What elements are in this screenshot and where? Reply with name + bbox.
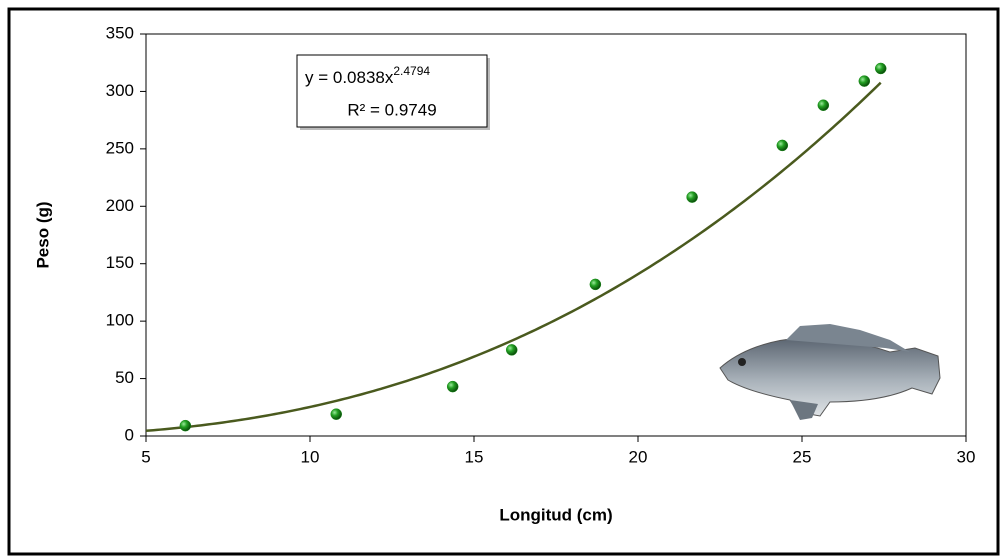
data-point: [446, 380, 459, 393]
x-tick-label: 5: [141, 447, 150, 466]
r-squared: R² = 0.9749: [347, 100, 436, 119]
data-point: [874, 62, 887, 75]
plot-area: [145, 33, 967, 437]
x-tick-label: 15: [465, 447, 484, 466]
x-axis-title: Longitud (cm): [499, 505, 612, 524]
data-point: [589, 278, 602, 291]
x-tick-label: 25: [793, 447, 812, 466]
data-point: [817, 99, 830, 111]
data-point: [179, 419, 192, 432]
equation-border: [296, 54, 488, 128]
fish-picture: [719, 324, 941, 420]
y-tick-label: 150: [106, 253, 134, 272]
frame: [7, 7, 1000, 556]
data-point: [330, 408, 342, 420]
x-tick-label: 10: [301, 447, 320, 466]
y-tick-label: 0: [125, 425, 134, 444]
equation-box: y = 0.0838x2.4794 R² = 0.9749: [296, 54, 490, 130]
y-tick-label: 50: [115, 368, 134, 387]
y-tick-label: 350: [106, 23, 134, 42]
y-axis-title: Peso (g): [33, 201, 52, 268]
y-tick-label: 250: [106, 138, 134, 157]
data-point: [505, 344, 518, 356]
y-tick-label: 100: [106, 311, 134, 330]
data-point: [858, 75, 871, 87]
equation-text: y = 0.0838x2.4794: [305, 64, 430, 87]
data-point: [776, 139, 789, 152]
x-tick-label: 20: [629, 447, 648, 466]
x-tick-label: 30: [957, 447, 976, 466]
equation-exponent: 2.4794: [393, 64, 430, 78]
y-tick-label: 200: [106, 196, 134, 215]
trendline: [145, 81, 882, 433]
data-point: [686, 191, 698, 203]
y-tick-label: 300: [106, 81, 134, 100]
equation: y = 0.0838x: [305, 68, 394, 87]
